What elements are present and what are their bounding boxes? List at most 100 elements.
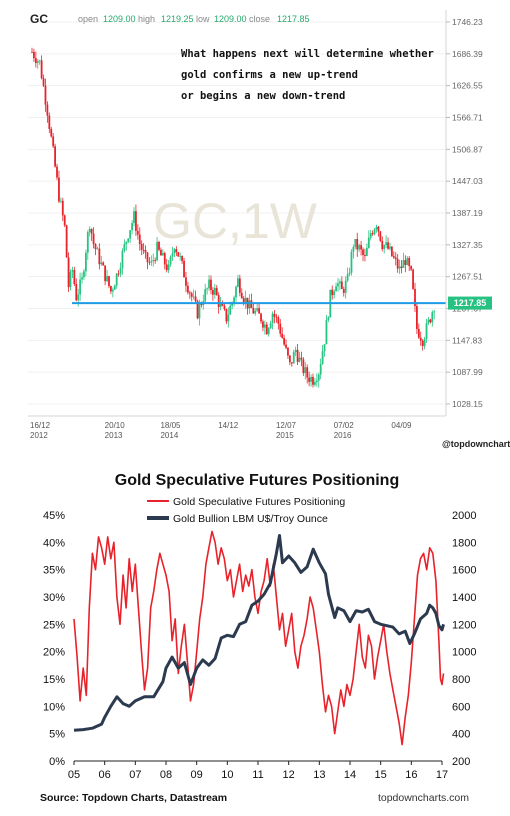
candle [365, 243, 368, 257]
low-label: low [196, 14, 210, 24]
candle [408, 255, 411, 272]
candle [142, 243, 145, 255]
time-tick-year: 2012 [30, 431, 48, 440]
open-label: open [78, 14, 98, 24]
candle [54, 143, 56, 168]
candle [79, 272, 82, 301]
x-tick-label: 15 [375, 769, 387, 781]
candle [102, 261, 105, 266]
candle [75, 278, 78, 302]
candle [90, 228, 93, 241]
candle [342, 286, 345, 297]
candle [352, 244, 355, 259]
candle [59, 197, 62, 204]
candle [406, 256, 409, 266]
candle [127, 238, 130, 244]
time-tick-year: 2013 [105, 431, 123, 440]
candle [50, 126, 53, 138]
candle [348, 267, 351, 277]
candle [254, 308, 257, 316]
candle [119, 262, 122, 278]
x-tick-label: 17 [436, 769, 448, 781]
right-tick-label: 800 [452, 674, 470, 686]
x-tick-label: 14 [344, 769, 356, 781]
candle [398, 259, 401, 274]
candle [288, 355, 291, 366]
candle [429, 318, 432, 324]
candle [31, 47, 33, 53]
left-tick-label: 5% [49, 729, 65, 741]
candle [369, 229, 372, 241]
price-gridlines [28, 21, 446, 405]
price-tick-label: 1028.15 [452, 399, 483, 409]
positioning-line-chart: Gold Speculative Futures Positioning Gol… [40, 472, 476, 804]
candle [181, 255, 184, 264]
candle [427, 316, 430, 326]
candle [250, 293, 253, 309]
candle [129, 229, 132, 244]
candle [40, 55, 43, 80]
candle [185, 271, 187, 293]
current-price-label: 1217.85 [454, 298, 487, 308]
candle [304, 362, 307, 380]
time-tick-year: 2016 [334, 431, 352, 440]
candle [310, 374, 312, 387]
candle [56, 163, 58, 181]
candle [315, 373, 318, 387]
price-tick-label: 1087.99 [452, 367, 483, 377]
site-credit: topdowncharts.com [378, 792, 469, 804]
candle [367, 230, 370, 249]
right-tick-label: 1800 [452, 537, 476, 549]
candle [111, 287, 114, 298]
candle [402, 252, 405, 268]
candle [285, 339, 287, 350]
candle [113, 284, 116, 290]
candle [123, 239, 126, 253]
candle [183, 258, 185, 278]
x-tick-label: 16 [405, 769, 417, 781]
candle [308, 371, 311, 387]
candle [69, 269, 72, 291]
candle [48, 112, 51, 134]
right-tick-label: 200 [452, 756, 470, 768]
left-tick-label: 45% [43, 510, 65, 522]
candle [262, 319, 264, 332]
candle [73, 266, 76, 286]
candle [277, 315, 280, 330]
candle [240, 288, 243, 299]
candle [346, 267, 349, 283]
candle [339, 279, 341, 290]
candle [416, 302, 418, 334]
candle [410, 265, 413, 272]
candle [86, 230, 89, 260]
left-axis: 0% 5% 10% 15% 20% 25% 30% 35% 40% 45% [43, 510, 65, 768]
price-tick-label: 1566.71 [452, 113, 483, 123]
candle [358, 243, 361, 253]
left-tick-label: 30% [43, 592, 65, 604]
candle [302, 357, 305, 376]
candle [125, 241, 128, 251]
candle [204, 283, 207, 304]
chart-title: Gold Speculative Futures Positioning [115, 472, 399, 489]
candle [215, 285, 218, 296]
price-tick-label: 1447.03 [452, 176, 483, 186]
candle [177, 251, 180, 257]
x-tick-label: 13 [313, 769, 325, 781]
bullion-series-line [73, 534, 445, 732]
candle [34, 51, 37, 68]
candle [94, 243, 97, 256]
candle [108, 275, 110, 289]
gold-candlestick-chart: GC,1W 1746.23 1686.39 1626.55 1566.71 1506.8… [28, 10, 510, 449]
candle [356, 232, 359, 257]
candle [163, 251, 166, 270]
candle [431, 310, 434, 327]
candle [42, 74, 45, 87]
candle [63, 214, 66, 228]
x-tick-label: 12 [283, 769, 295, 781]
candle [350, 249, 353, 276]
candle [169, 255, 172, 267]
candle [271, 311, 274, 330]
candle [267, 327, 270, 337]
right-tick-label: 2000 [452, 510, 476, 522]
candle [179, 252, 182, 261]
